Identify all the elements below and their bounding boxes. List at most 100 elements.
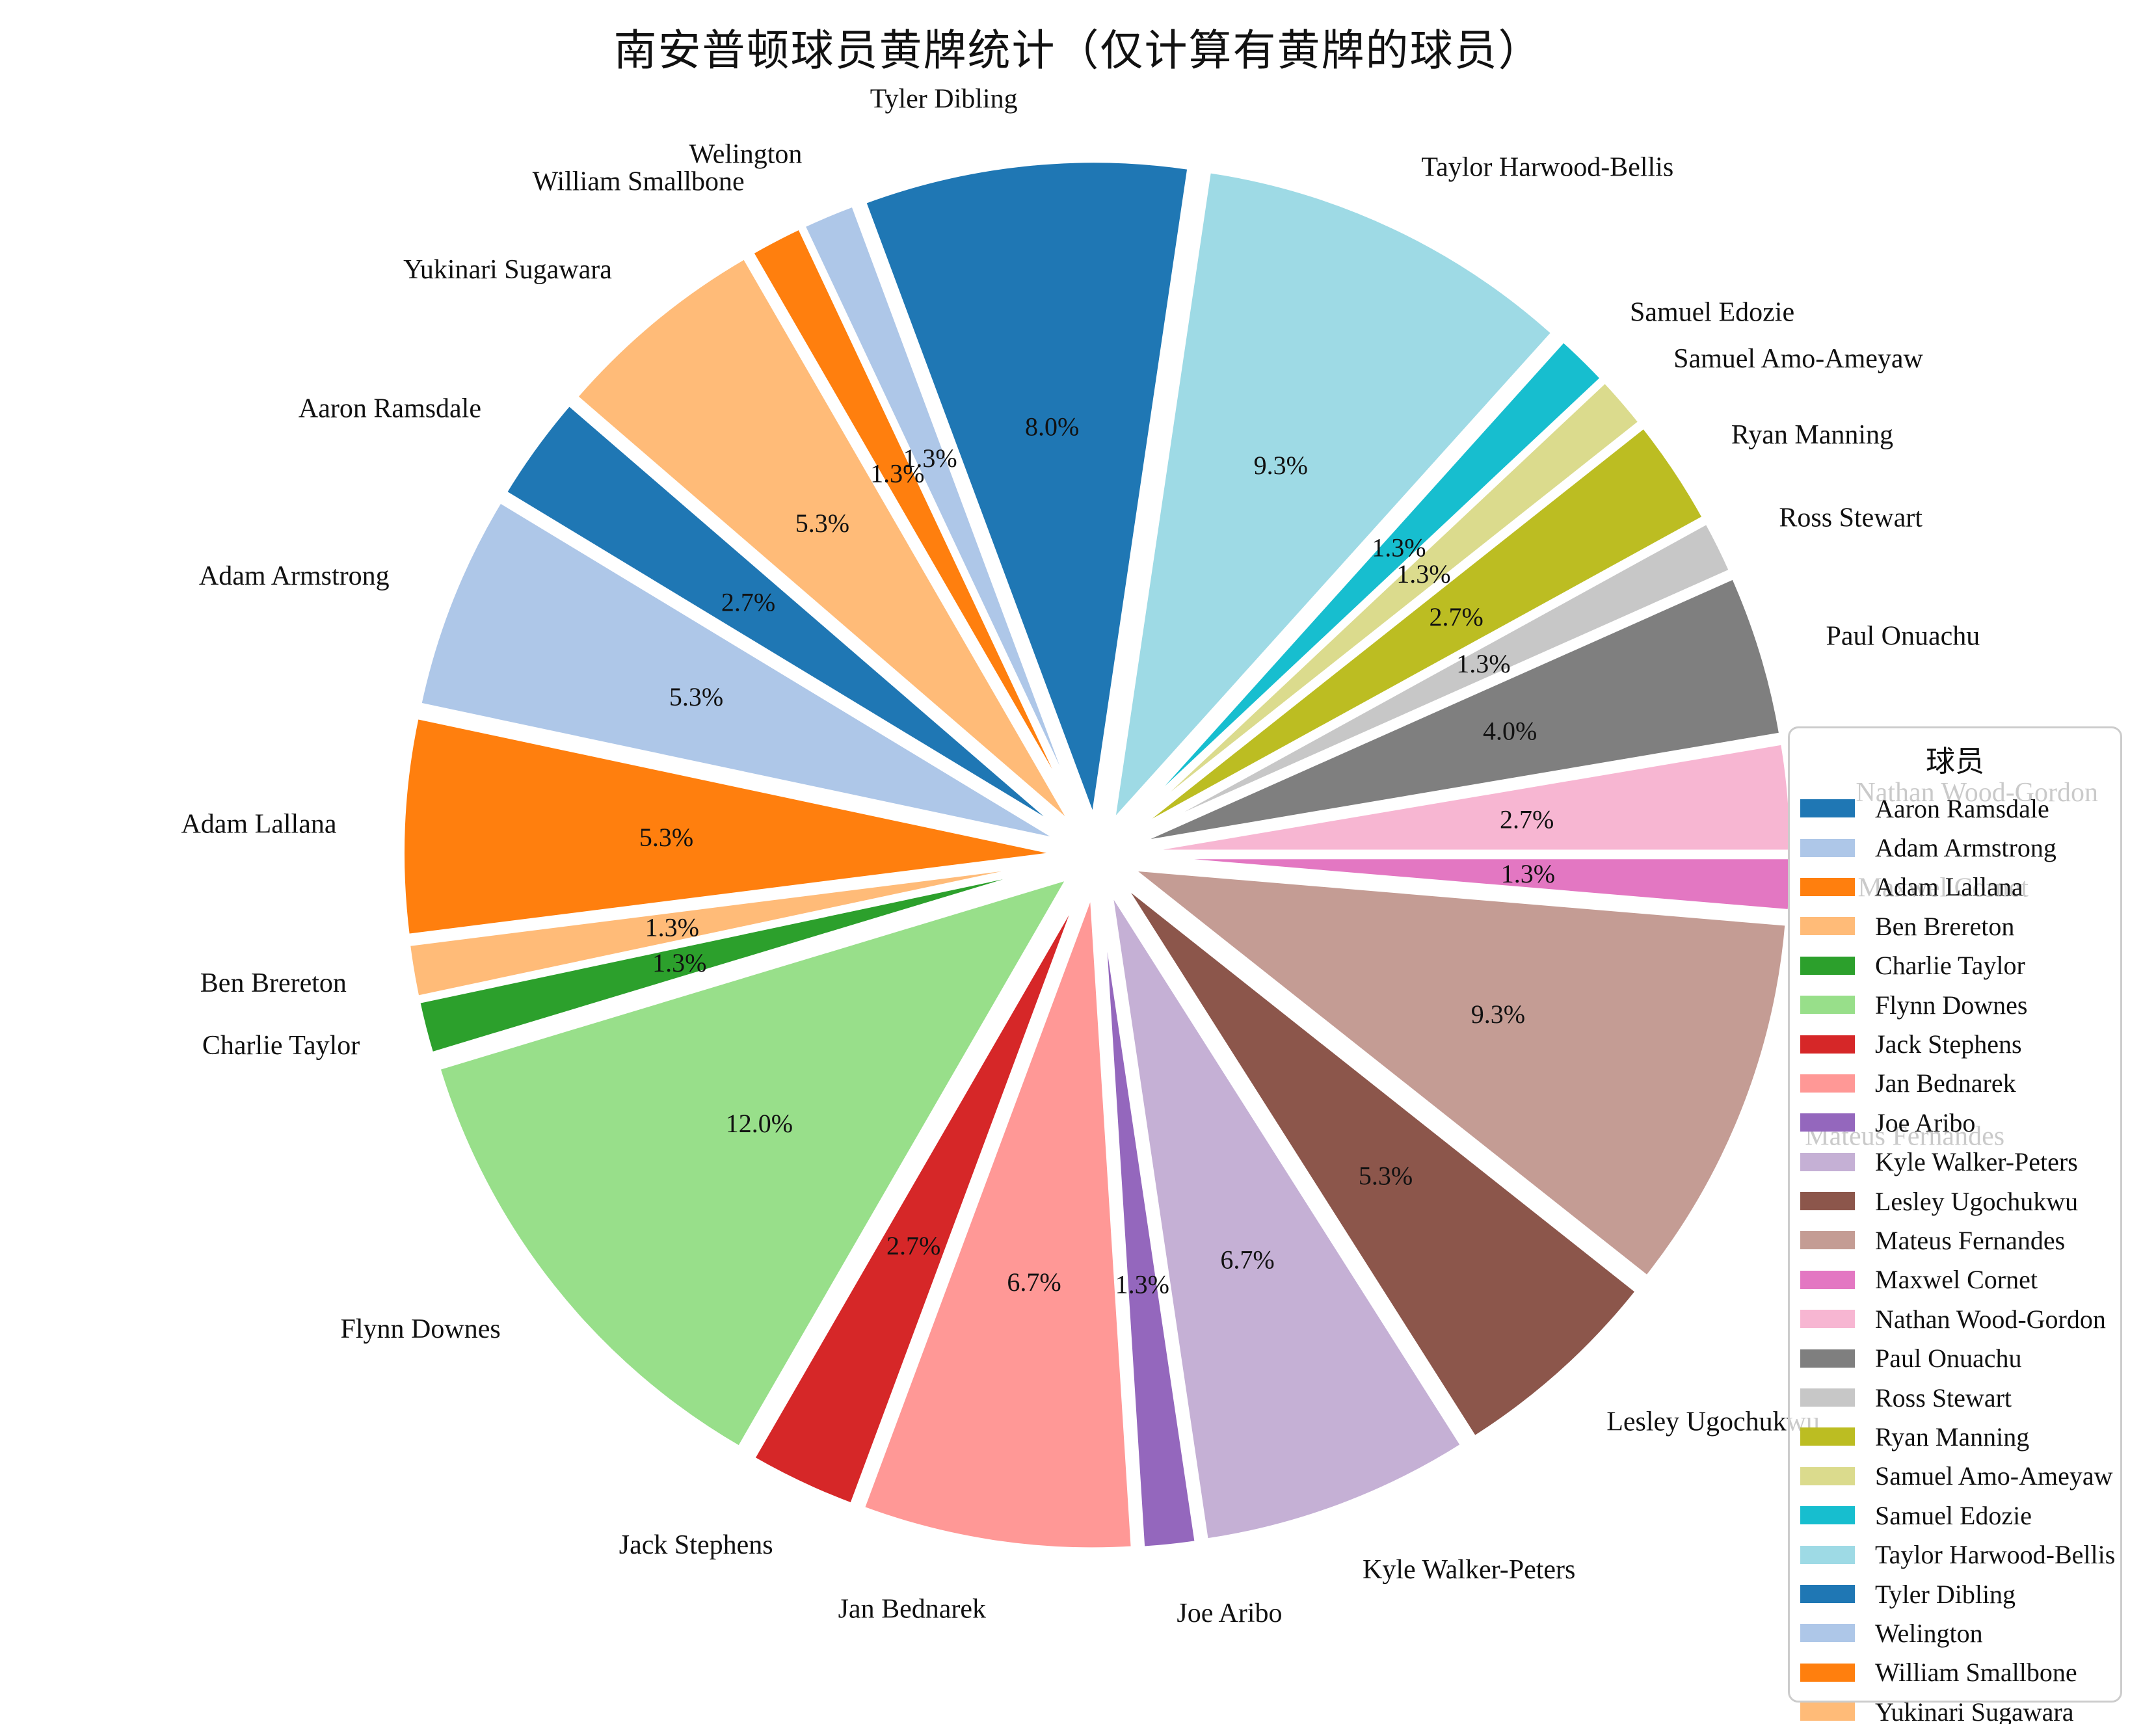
legend-item-tyler-dibling: Tyler Dibling bbox=[1790, 1574, 2120, 1613]
pie-slice-flynn-downes bbox=[435, 874, 1072, 1452]
slice-name-label-tyler-dibling: Tyler Dibling bbox=[870, 85, 1018, 114]
pie-slice-aaron-ramsdale bbox=[501, 401, 1072, 838]
slice-name-label-ross-stewart: Ross Stewart bbox=[1779, 503, 1923, 533]
legend-item-label: Taylor Harwood-Bellis bbox=[1875, 1540, 2116, 1570]
legend-swatch-jan-bednarek bbox=[1800, 1074, 1855, 1093]
slice-percent-label-mateus-fernandes: 9.3% bbox=[1471, 1000, 1525, 1029]
legend-item-label: Maxwel Cornet bbox=[1875, 1265, 2038, 1295]
slice-percent-label-joe-aribo: 1.3% bbox=[1115, 1269, 1169, 1299]
legend-swatch-adam-lallana bbox=[1800, 877, 1855, 896]
legend-item-label: Jan Bednarek bbox=[1875, 1068, 2016, 1098]
legend-item-adam-lallana: Adam Lallana bbox=[1790, 868, 2120, 907]
legend-swatch-flynn-downes bbox=[1800, 996, 1855, 1015]
legend-swatch-maxwel-cornet bbox=[1800, 1270, 1855, 1289]
legend-swatch-yukinari-sugawara bbox=[1800, 1703, 1855, 1721]
slice-percent-label-charlie-taylor: 1.3% bbox=[652, 948, 706, 977]
legend-item-welington: Welington bbox=[1790, 1613, 2120, 1652]
legend-title: 球员 bbox=[1925, 745, 1984, 778]
pie-slice-mateus-fernandes bbox=[1127, 865, 1790, 1281]
slice-name-label-joe-aribo: Joe Aribo bbox=[1177, 1598, 1282, 1628]
legend-item-label: Mateus Fernandes bbox=[1875, 1225, 2066, 1255]
slice-percent-label-adam-armstrong: 5.3% bbox=[669, 682, 723, 711]
slice-name-label-kyle-walker-peters: Kyle Walker-Peters bbox=[1363, 1555, 1575, 1585]
legend-swatch-paul-onuachu bbox=[1800, 1349, 1855, 1368]
slice-percent-label-paul-onuachu: 4.0% bbox=[1483, 716, 1537, 745]
legend-item-label: Ross Stewart bbox=[1875, 1383, 2012, 1412]
legend-swatch-kyle-walker-peters bbox=[1800, 1152, 1855, 1171]
slice-percent-label-nathan-wood-gordon: 2.7% bbox=[1500, 805, 1554, 834]
legend-item-label: Samuel Edozie bbox=[1875, 1500, 2032, 1530]
legend-swatch-ross-stewart bbox=[1800, 1388, 1855, 1407]
legend-swatch-samuel-edozie bbox=[1800, 1506, 1855, 1525]
legend-swatch-william-smallbone bbox=[1800, 1663, 1855, 1682]
slice-name-label-flynn-downes: Flynn Downes bbox=[341, 1314, 501, 1344]
legend-item-label: Nathan Wood-Gordon bbox=[1875, 1304, 2106, 1334]
pie-slice-taylor-harwood-bellis bbox=[1110, 168, 1557, 827]
pie-slice-ben-brereton bbox=[405, 858, 1065, 1001]
legend-swatch-jack-stephens bbox=[1800, 1035, 1855, 1054]
legend-item-label: Joe Aribo bbox=[1875, 1107, 1976, 1137]
legend-item-label: Ryan Manning bbox=[1875, 1422, 2030, 1452]
slice-percent-label-ryan-manning: 2.7% bbox=[1430, 602, 1484, 631]
pie-slice-yukinari-sugawara bbox=[572, 254, 1078, 831]
chart-title: 南安普顿球员黄牌统计（仅计算有黄牌的球员） bbox=[613, 27, 1543, 75]
legend-item-label: Adam Lallana bbox=[1875, 872, 2023, 902]
legend-item-william-smallbone: William Smallbone bbox=[1790, 1653, 2120, 1692]
legend-item-label: Samuel Amo-Ameyaw bbox=[1875, 1461, 2113, 1491]
legend-item-lesley-ugochukwu: Lesley Ugochukwu bbox=[1790, 1182, 2120, 1221]
pie-slice-adam-armstrong bbox=[416, 497, 1067, 845]
slice-name-label-adam-lallana: Adam Lallana bbox=[181, 810, 336, 840]
legend-item-ryan-manning: Ryan Manning bbox=[1790, 1417, 2120, 1456]
legend-swatch-lesley-ugochukwu bbox=[1800, 1192, 1855, 1211]
slice-name-label-aaron-ramsdale: Aaron Ramsdale bbox=[299, 394, 481, 424]
legend-item-nathan-wood-gordon: Nathan Wood-Gordon bbox=[1790, 1299, 2120, 1338]
pie-slice-kyle-walker-peters bbox=[1106, 885, 1466, 1544]
legend-item-ben-brereton: Ben Brereton bbox=[1790, 907, 2120, 946]
pie-slice-adam-lallana bbox=[399, 713, 1065, 939]
slice-name-label-yukinari-sugawara: Yukinari Sugawara bbox=[403, 255, 612, 285]
slice-name-label-jack-stephens: Jack Stephens bbox=[619, 1530, 773, 1560]
slice-name-label-william-smallbone: William Smallbone bbox=[533, 166, 745, 196]
slice-percent-label-flynn-downes: 12.0% bbox=[726, 1109, 793, 1138]
legend-swatch-welington bbox=[1800, 1624, 1855, 1643]
legend-item-samuel-amo-ameyaw: Samuel Amo-Ameyaw bbox=[1790, 1457, 2120, 1496]
legend-swatch-joe-aribo bbox=[1800, 1113, 1855, 1132]
slice-name-label-adam-armstrong: Adam Armstrong bbox=[199, 561, 390, 591]
legend-swatch-samuel-amo-ameyaw bbox=[1800, 1466, 1855, 1485]
pie-slice-jack-stephens bbox=[749, 884, 1085, 1509]
pie-slice-ryan-manning bbox=[1124, 423, 1708, 839]
slice-name-label-taylor-harwood-bellis: Taylor Harwood-Bellis bbox=[1421, 153, 1673, 183]
legend-item-label: Flynn Downes bbox=[1875, 990, 2028, 1020]
pie-slice-samuel-edozie bbox=[1119, 337, 1606, 833]
legend-item-adam-armstrong: Adam Armstrong bbox=[1790, 828, 2120, 867]
legend-swatch-aaron-ramsdale bbox=[1800, 799, 1855, 818]
legend-item-maxwel-cornet: Maxwel Cornet bbox=[1790, 1260, 2120, 1299]
slice-percent-label-jack-stephens: 2.7% bbox=[886, 1231, 940, 1260]
slice-name-label-samuel-edozie: Samuel Edozie bbox=[1630, 297, 1794, 327]
pie-slice-tyler-dibling bbox=[860, 157, 1193, 823]
legend-swatch-charlie-taylor bbox=[1800, 956, 1855, 975]
legend-swatch-taylor-harwood-bellis bbox=[1800, 1545, 1855, 1564]
legend-item-label: Lesley Ugochukwu bbox=[1875, 1186, 2079, 1216]
pie-slice-charlie-taylor bbox=[414, 861, 1066, 1057]
legend-swatch-ryan-manning bbox=[1800, 1427, 1855, 1446]
slice-name-label-ryan-manning: Ryan Manning bbox=[1731, 420, 1893, 450]
pie-slice-samuel-amo-ameyaw bbox=[1121, 377, 1644, 835]
slice-percent-label-william-smallbone: 1.3% bbox=[870, 458, 924, 488]
slice-percent-label-ben-brereton: 1.3% bbox=[645, 913, 699, 942]
legend-item-kyle-walker-peters: Kyle Walker-Peters bbox=[1790, 1143, 2120, 1182]
slice-name-label-ben-brereton: Ben Brereton bbox=[200, 968, 347, 998]
legend-item-charlie-taylor: Charlie Taylor bbox=[1790, 946, 2120, 985]
slice-percent-label-tyler-dibling: 8.0% bbox=[1025, 412, 1079, 442]
slice-percent-label-yukinari-sugawara: 5.3% bbox=[795, 509, 849, 538]
legend-item-ross-stewart: Ross Stewart bbox=[1790, 1378, 2120, 1417]
legend-swatch-mateus-fernandes bbox=[1800, 1231, 1855, 1250]
pie-slice-william-smallbone bbox=[748, 224, 1084, 827]
legend-swatch-nathan-wood-gordon bbox=[1800, 1310, 1855, 1329]
slice-name-label-samuel-amo-ameyaw: Samuel Amo-Ameyaw bbox=[1673, 344, 1923, 374]
legend-item-label: Paul Onuachu bbox=[1875, 1344, 2022, 1373]
slice-percent-label-adam-lallana: 5.3% bbox=[639, 823, 693, 852]
pie-slice-jan-bednarek bbox=[859, 887, 1136, 1553]
